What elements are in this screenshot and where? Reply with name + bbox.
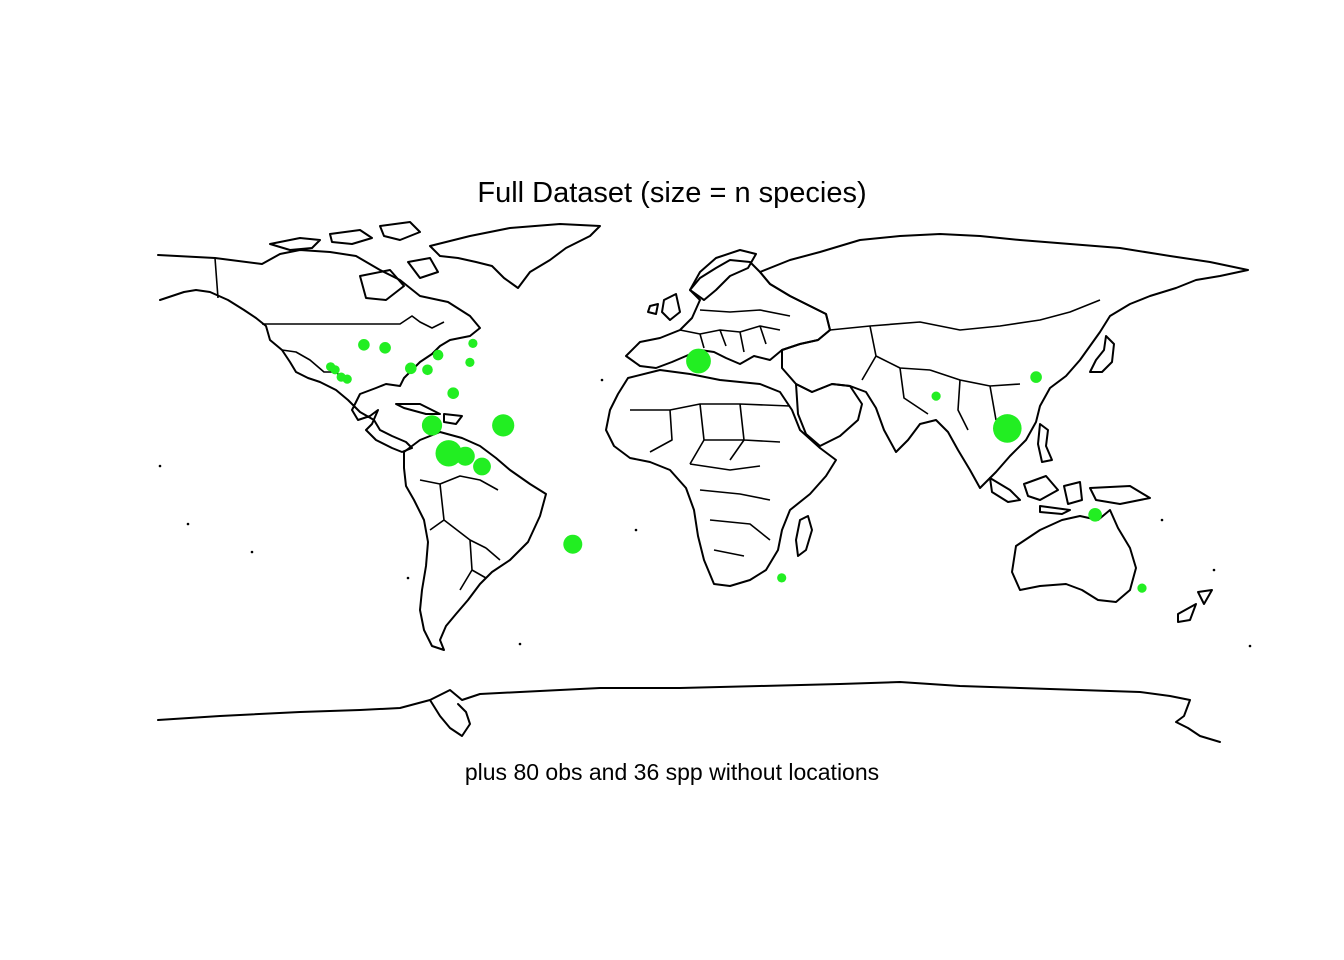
north-america-outline [157,249,481,453]
species-point-23 [1030,371,1042,383]
madagascar-outline [795,515,813,557]
scandinavia-outline [689,249,757,301]
greenland-outline [429,223,601,289]
species-point-6 [379,342,391,354]
indonesia-outline [989,475,1151,515]
alaska-border [214,257,219,299]
cuba-outline [395,403,441,415]
species-point-24 [1088,508,1102,522]
africa-outline [605,369,837,587]
hispaniola-outline [443,413,463,425]
south-america-outline [403,431,547,651]
us-canada-border [262,315,445,329]
species-point-4 [342,374,352,384]
australia-outline [1011,509,1137,603]
species-point-21 [931,391,941,401]
species-point-5 [358,339,370,351]
species-points-layer [326,338,1147,593]
species-point-22 [993,414,1022,443]
species-point-11 [465,357,475,367]
new-zealand-outline [1177,589,1213,623]
species-point-14 [435,440,462,467]
species-point-18 [563,534,583,554]
arabia-outline [795,383,863,447]
species-point-12 [468,338,478,348]
species-point-2 [330,365,340,375]
antarctica-outline [157,681,1221,743]
species-point-19 [686,348,711,374]
british-isles-outline [647,293,681,321]
asia-outline [759,233,1249,489]
species-point-16 [492,414,515,437]
map-title: Full Dataset (size = n species) [477,177,866,209]
europe-borders [679,309,791,353]
species-point-9 [432,349,444,361]
species-point-7 [405,362,417,375]
species-point-15 [455,446,475,466]
africa-borders [630,403,791,557]
species-point-25 [1137,583,1147,593]
arctic-islands-outline [269,221,439,301]
species-point-17 [473,457,491,476]
antarctic-peninsula-outline [429,699,471,737]
species-point-13 [421,415,443,436]
asia-borders [829,299,1101,431]
world-basemap [157,221,1252,743]
south-america-borders [419,475,501,591]
philippines-outline [1037,423,1053,463]
species-point-8 [422,364,433,376]
species-point-20 [777,573,787,583]
map-annotation: plus 80 obs and 36 spp without locations [465,759,879,785]
species-point-10 [447,387,460,400]
japan-outline [1089,335,1115,373]
